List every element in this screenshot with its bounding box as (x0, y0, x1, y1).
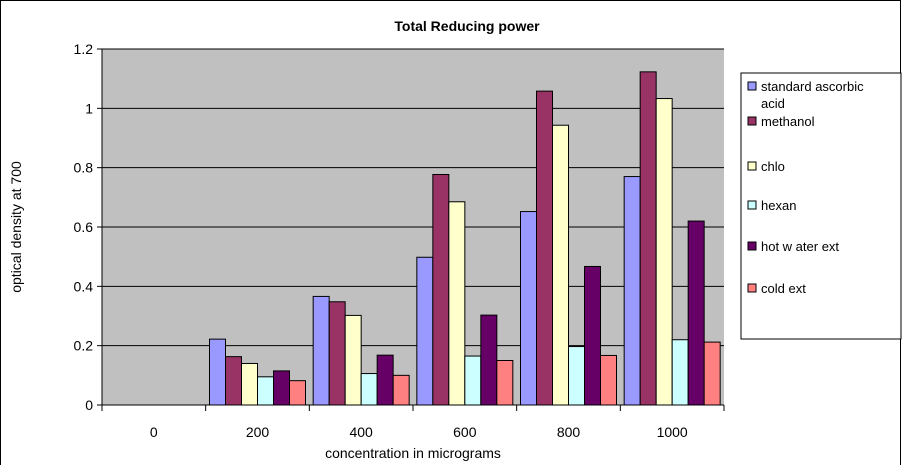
y-tick-label: 0.6 (74, 219, 94, 235)
bar (209, 338, 226, 406)
bar (416, 256, 434, 406)
legend-swatch (747, 116, 757, 126)
legend-label: cold ext (761, 281, 806, 296)
x-tick-label: 400 (349, 424, 373, 440)
bar (568, 346, 585, 406)
legend-swatch (747, 161, 757, 171)
legend-label: methanol (761, 114, 815, 129)
bar (687, 220, 705, 406)
legend-label: acid (761, 96, 785, 111)
bar (480, 314, 498, 406)
y-tick-label: 1.2 (74, 41, 94, 57)
legend-label: hot w ater ext (761, 239, 839, 254)
bar (289, 380, 306, 406)
y-tick-label: 0 (85, 397, 93, 413)
x-tick-labels: 0 200 400 600 800 1000 (150, 424, 688, 440)
y-axis-label: optical density at 700 (8, 161, 24, 293)
legend-swatch (747, 283, 757, 293)
bar (448, 201, 466, 406)
chart-title: Total Reducing power (394, 18, 540, 34)
y-tick-label: 0.8 (74, 160, 94, 176)
axes (97, 48, 725, 411)
bar (584, 265, 601, 406)
bar (703, 341, 721, 406)
y-tick-label: 1 (85, 100, 93, 116)
bar (655, 98, 673, 406)
bar (257, 376, 274, 406)
bar (639, 71, 657, 406)
bar (225, 356, 242, 406)
y-tick-label: 0.4 (74, 278, 94, 294)
bar (464, 355, 482, 406)
bar (328, 301, 346, 406)
bar (520, 211, 537, 406)
legend-box (740, 72, 902, 340)
bar (496, 360, 514, 406)
legend: standard ascorbic acid methanol chlo hexan ho… (740, 72, 902, 340)
y-tick-label: 0.2 (74, 338, 94, 354)
bar (344, 314, 362, 406)
bar (376, 354, 394, 406)
bars (209, 71, 721, 406)
bar (600, 354, 617, 406)
bar (432, 173, 450, 406)
x-tick-label: 800 (557, 424, 581, 440)
y-tick-labels: 0 0.2 0.4 0.6 0.8 1 1.2 (74, 41, 94, 413)
legend-swatch (747, 241, 757, 251)
x-axis-label: concentration in micrograms (325, 445, 501, 461)
bar (623, 176, 641, 406)
x-tick-label: 0 (150, 424, 158, 440)
x-tick-label: 600 (453, 424, 477, 440)
bar (552, 124, 569, 406)
bar (392, 374, 410, 406)
x-tick-label: 1000 (657, 424, 688, 440)
bar (273, 370, 290, 406)
legend-swatch (747, 200, 757, 210)
bar (360, 373, 378, 406)
bar (312, 295, 330, 406)
bar (241, 362, 258, 406)
x-tick-label: 200 (246, 424, 270, 440)
bar (536, 90, 553, 406)
gridlines (102, 48, 724, 347)
legend-swatch (747, 81, 757, 91)
bar (671, 339, 689, 406)
legend-label: chlo (761, 159, 785, 174)
legend-label: hexan (761, 198, 796, 213)
legend-label: standard ascorbic (761, 79, 864, 94)
